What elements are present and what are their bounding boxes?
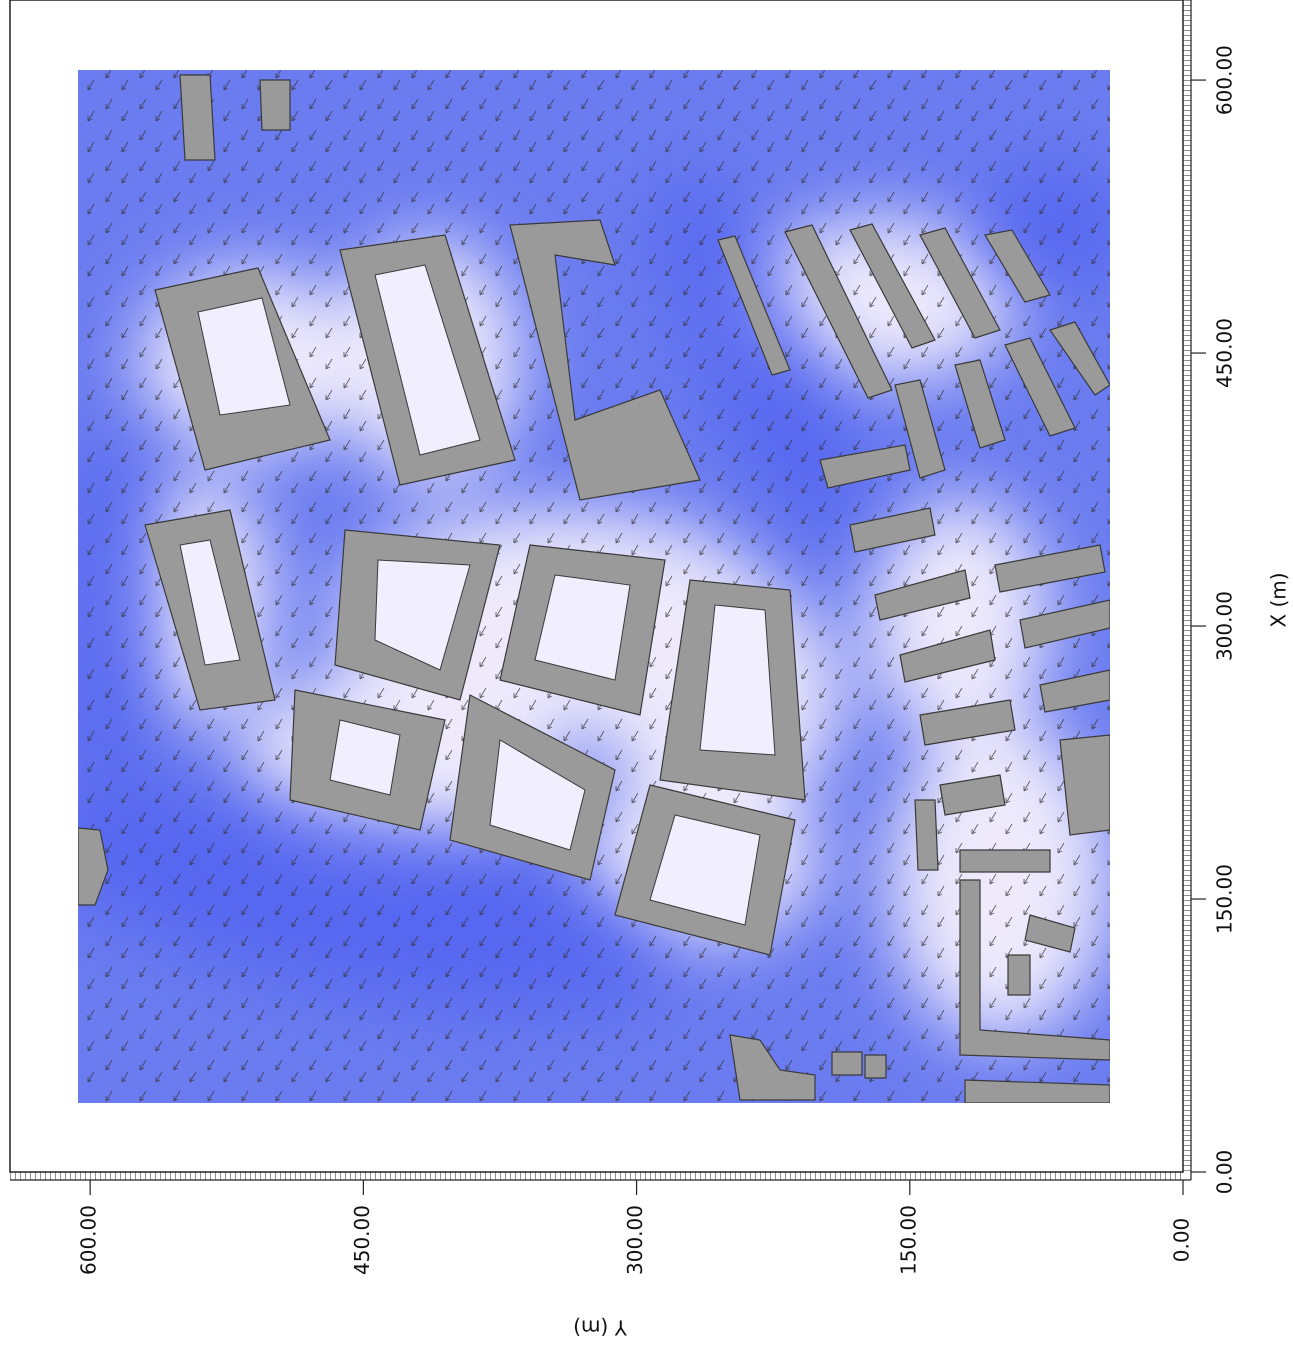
chart: X (m) Y (m) 0.00 150.00 300.00 450.00 600.00… [0,0,1293,1344]
x-tick-label: 0.00 [1213,1150,1237,1195]
y-axis-minor-ticks [10,1172,1183,1180]
y-tick-label: 150.00 [896,1205,920,1275]
x-tick-label: 450.00 [1213,318,1237,388]
y-tick-label: 450.00 [350,1205,374,1275]
y-tick-label: 0.00 [1170,1218,1194,1263]
x-tick-label: 600.00 [1213,45,1237,115]
y-axis-label: Y (m) [573,1316,628,1340]
y-tick-label: 600.00 [77,1205,101,1275]
wind-field [8,70,1130,1103]
y-tick-label: 300.00 [623,1205,647,1275]
x-axis-minor-ticks [1183,0,1191,1172]
x-axis-label: X (m) [1267,572,1291,627]
x-tick-label: 150.00 [1213,864,1237,934]
x-tick-label: 300.00 [1213,591,1237,661]
